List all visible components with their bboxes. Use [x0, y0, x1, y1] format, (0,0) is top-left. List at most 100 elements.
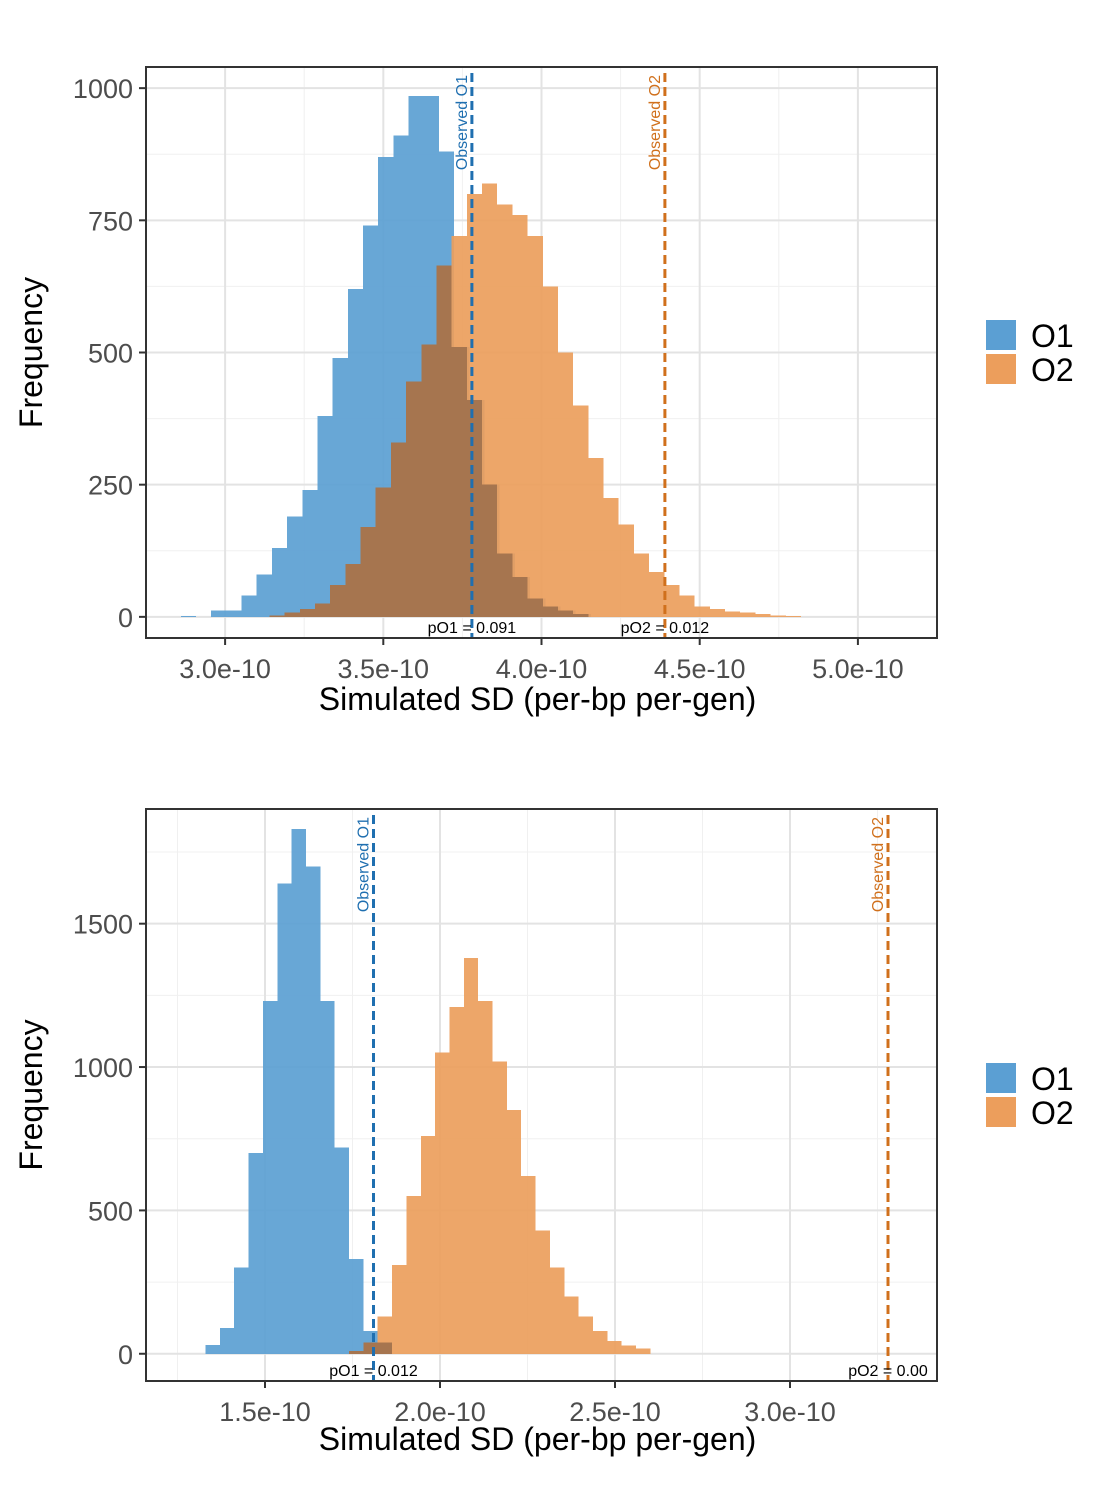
- legend-label-o1: O1: [1031, 1061, 1074, 1097]
- bar-o2: [392, 1264, 407, 1354]
- histogram-panel-bottom: Observed O1 pO1 = 0.012 Observed O2 pO2 = 0…: [13, 808, 1074, 1457]
- bar-o1: [317, 415, 333, 617]
- bar-o1: [277, 883, 292, 1354]
- bar-o1: [211, 610, 227, 617]
- y-tick-label: 0: [118, 1340, 133, 1370]
- bar-o1: [262, 1001, 278, 1354]
- bar-overlap: [421, 344, 437, 617]
- bar-o1: [271, 548, 288, 617]
- y-tick-label: 1000: [73, 74, 133, 104]
- bar-o2: [521, 1175, 536, 1354]
- bar-o2: [633, 553, 650, 617]
- bar-overlap: [299, 608, 315, 617]
- bar-o2: [592, 1330, 608, 1354]
- bar-overlap: [269, 615, 285, 617]
- bar-o2: [607, 1340, 622, 1354]
- bar-overlap: [330, 585, 346, 617]
- y-tick-label: 250: [88, 471, 133, 501]
- y-tick-label: 750: [88, 206, 133, 236]
- bar-o2: [709, 608, 726, 617]
- bar-overlap: [345, 563, 361, 617]
- bar-o2: [679, 595, 695, 617]
- bar-o2: [664, 585, 680, 617]
- bar-overlap: [573, 614, 589, 617]
- bar-o2: [406, 1196, 421, 1354]
- bar-o1: [291, 829, 306, 1354]
- bar-o1: [334, 1147, 349, 1354]
- y-tick-label: 500: [88, 1196, 133, 1226]
- bar-o1: [349, 1259, 364, 1354]
- bar-o2: [535, 1230, 550, 1354]
- bar-overlap: [542, 606, 558, 617]
- legend-label-o2: O2: [1031, 352, 1074, 388]
- legend-swatch-o1: [986, 320, 1016, 350]
- bar-o1: [305, 866, 321, 1354]
- x-tick-label: 2.5e-10: [569, 1397, 661, 1427]
- bar-o2: [435, 1052, 450, 1354]
- bar-o2: [564, 1296, 579, 1354]
- bar-o1: [302, 489, 318, 617]
- p-value-o2: pO2 = 0.00: [848, 1363, 928, 1380]
- bar-o1: [226, 610, 242, 617]
- bar-o1: [332, 357, 348, 617]
- legend-label-o1: O1: [1031, 318, 1074, 354]
- bar-o1: [205, 1345, 220, 1354]
- bar-o2: [636, 1348, 651, 1354]
- p-value-o1: pO1 = 0.012: [329, 1363, 418, 1380]
- legend-swatch-o1: [986, 1063, 1016, 1093]
- bar-o1: [248, 1153, 263, 1354]
- y-axis-title: Frequency: [13, 277, 49, 428]
- bar-o2: [770, 615, 786, 617]
- x-tick-label: 1.5e-10: [219, 1397, 311, 1427]
- bar-o2: [603, 497, 619, 617]
- bar-overlap: [406, 381, 422, 617]
- bar-overlap: [451, 347, 467, 617]
- bar-overlap: [284, 612, 300, 617]
- bar-o2: [573, 405, 589, 617]
- bar-overlap: [363, 1342, 378, 1354]
- histogram-panel-top: Observed O1 pO1 = 0.091 Observed O2 pO2 = 0…: [13, 66, 1074, 717]
- bar-o2: [506, 1110, 522, 1354]
- legend-label-o2: O2: [1031, 1095, 1074, 1131]
- observed-label-o1: Observed O1: [356, 817, 373, 912]
- y-tick-label: 0: [118, 603, 133, 633]
- x-tick-label: 5.0e-10: [812, 654, 904, 684]
- bar-o1: [219, 1327, 235, 1354]
- bar-o1: [363, 225, 379, 617]
- p-value-o2: pO2 = 0.012: [621, 620, 710, 637]
- bar-overlap: [557, 610, 574, 617]
- x-tick-label: 3.0e-10: [744, 1397, 836, 1427]
- bar-o2: [492, 1061, 507, 1354]
- bar-o2: [755, 614, 771, 617]
- x-tick-label: 2.0e-10: [394, 1397, 486, 1427]
- bar-overlap: [436, 265, 452, 617]
- bar-o2: [725, 611, 741, 617]
- y-tick-label: 500: [88, 339, 133, 369]
- bar-o1: [180, 615, 196, 617]
- bar-o1: [320, 1001, 335, 1354]
- bar-overlap: [527, 598, 543, 617]
- p-value-o1: pO1 = 0.091: [428, 620, 517, 637]
- bar-overlap: [390, 442, 407, 617]
- bar-o1: [347, 289, 364, 617]
- observed-label-o1: Observed O1: [454, 75, 471, 170]
- bar-o2: [618, 524, 634, 617]
- bar-overlap: [497, 553, 513, 617]
- legend-swatch-o2: [986, 1097, 1016, 1127]
- x-tick-label: 4.0e-10: [496, 654, 588, 684]
- x-tick-label: 4.5e-10: [654, 654, 746, 684]
- bar-o2: [478, 1001, 493, 1354]
- bar-o2: [785, 615, 801, 617]
- y-tick-label: 1500: [73, 910, 133, 940]
- bar-overlap: [482, 484, 498, 617]
- x-tick-label: 3.5e-10: [338, 654, 430, 684]
- observed-label-o2: Observed O2: [870, 817, 887, 912]
- bar-o2: [557, 352, 574, 617]
- bar-overlap: [360, 526, 376, 617]
- legend-swatch-o2: [986, 354, 1016, 384]
- bar-o1: [234, 1267, 249, 1354]
- bar-o2: [578, 1316, 593, 1354]
- observed-label-o2: Observed O2: [647, 75, 664, 170]
